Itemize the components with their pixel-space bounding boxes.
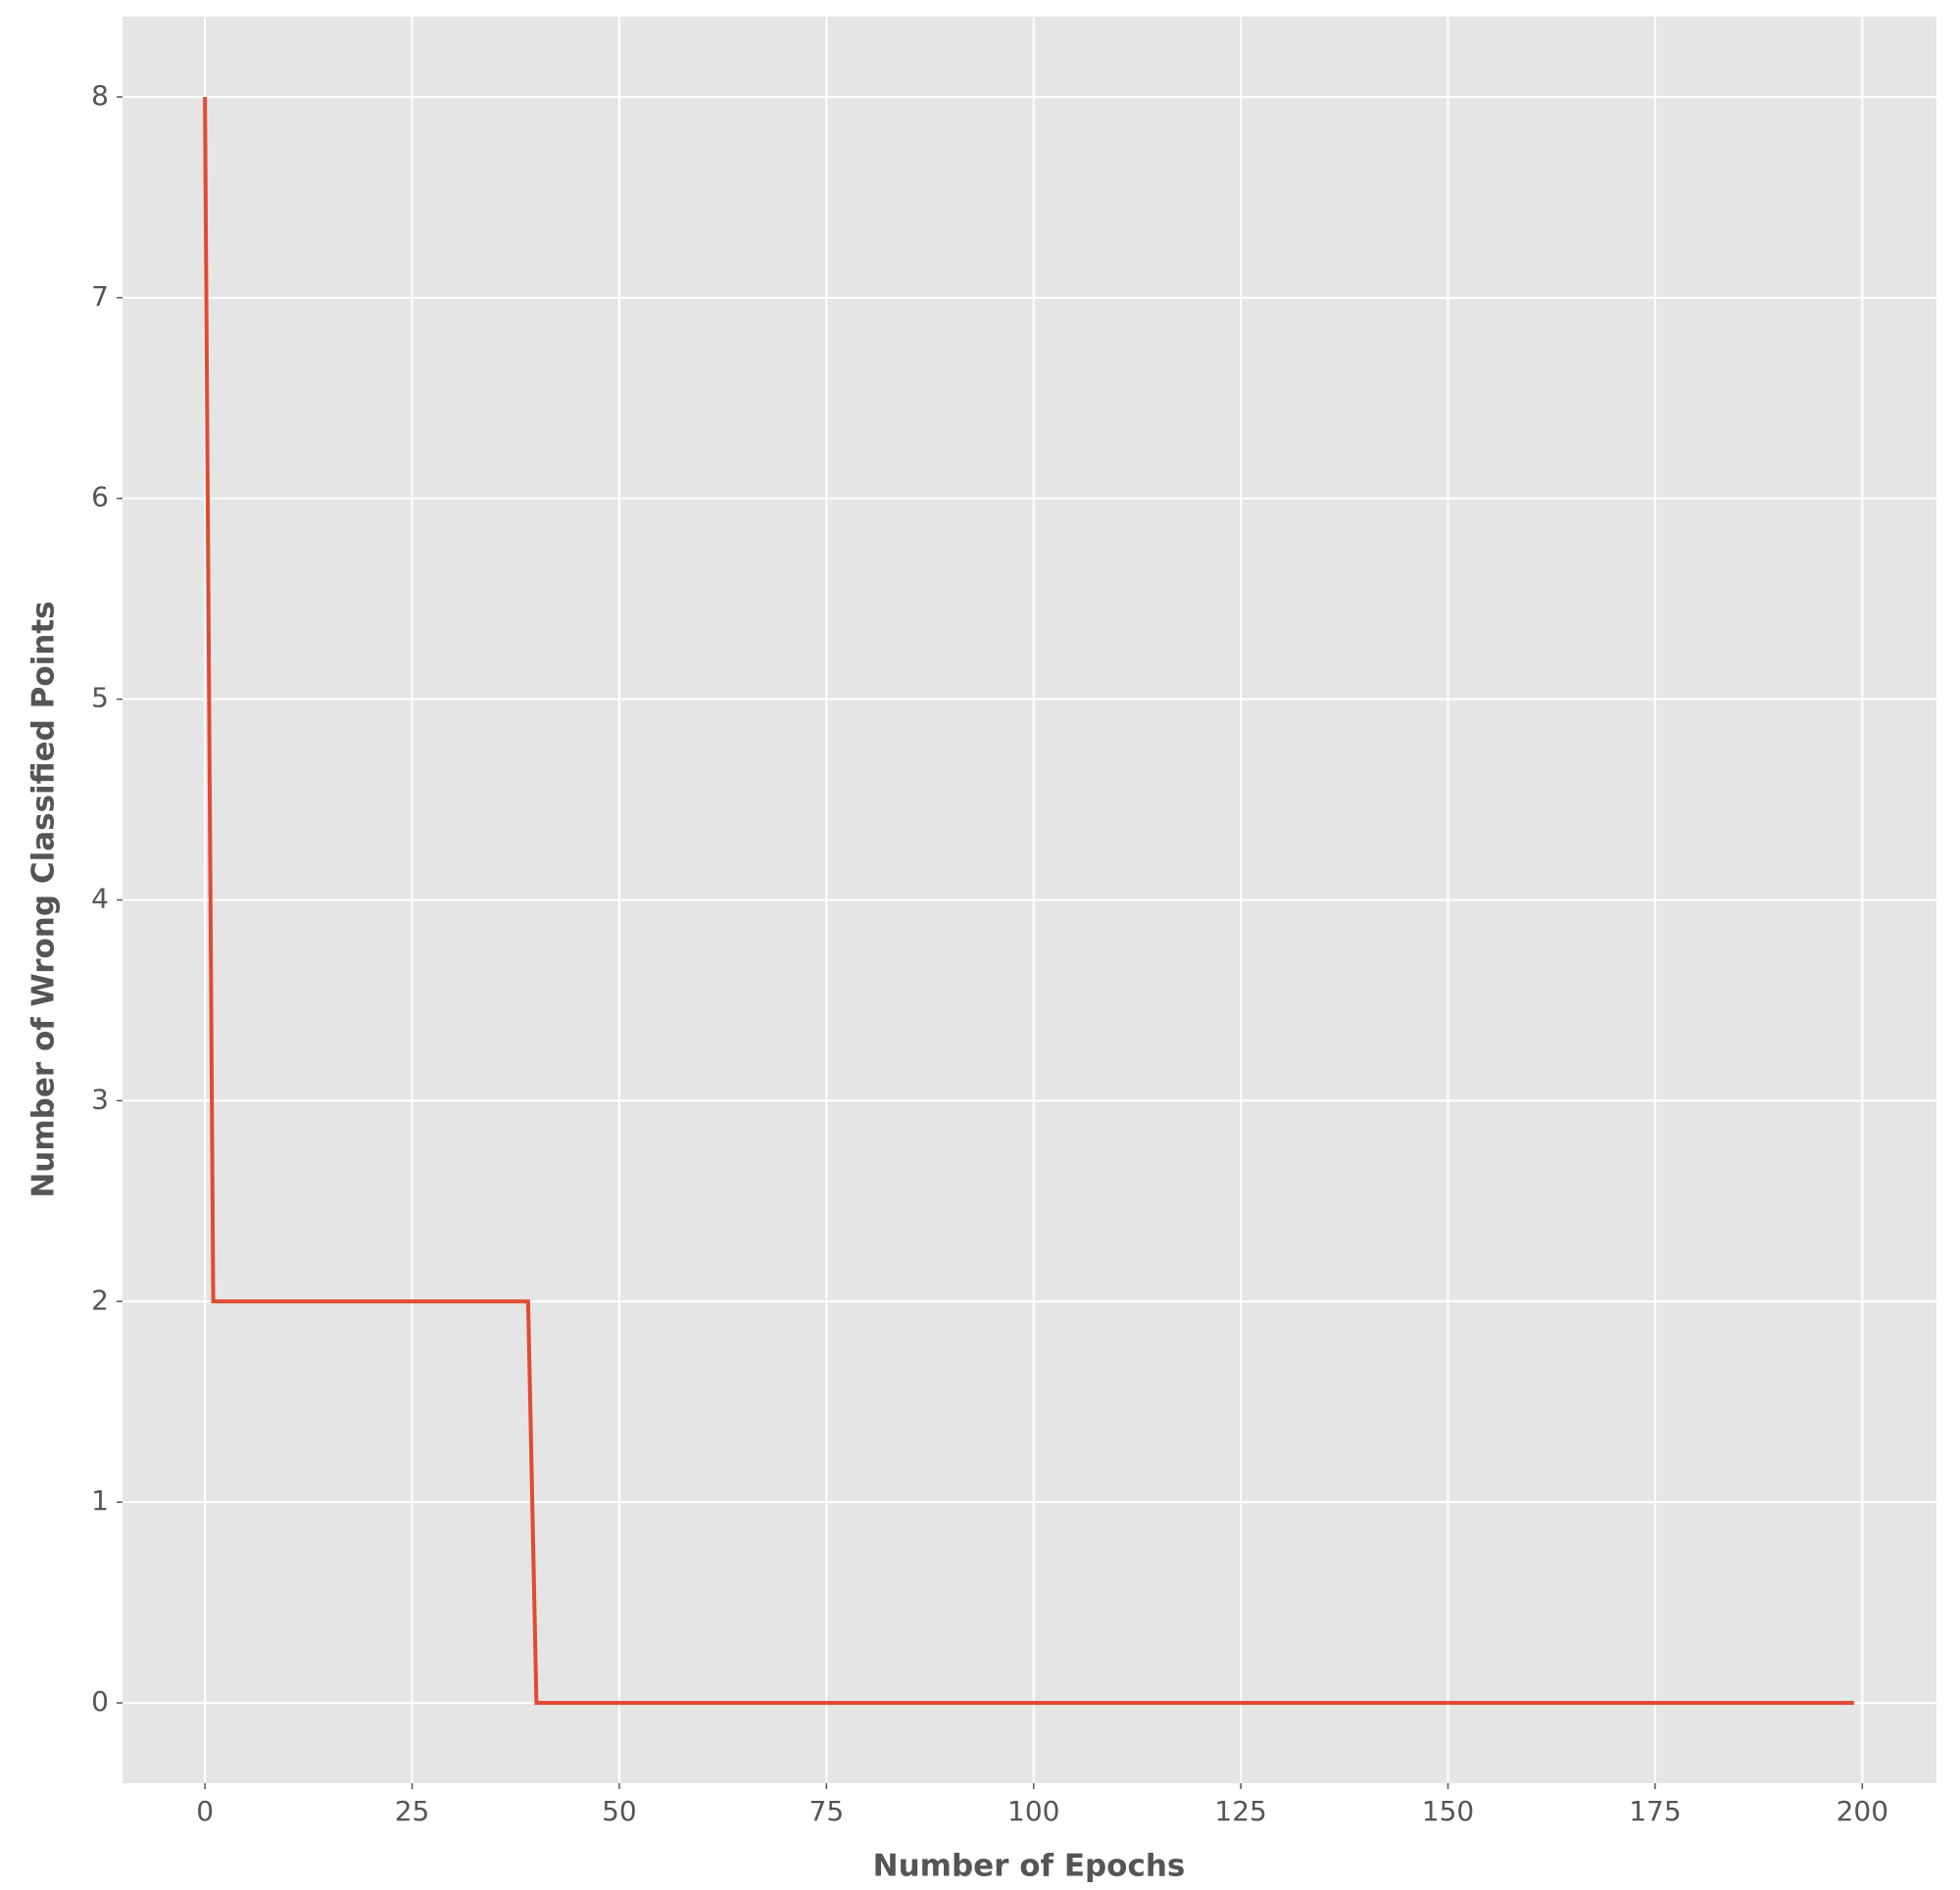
x-tick-label: 100 <box>1007 1795 1059 1827</box>
x-tick-label: 75 <box>809 1795 845 1827</box>
y-tick-label: 6 <box>91 481 109 513</box>
y-axis-label: Number of Wrong Classified Points <box>26 601 62 1197</box>
y-tick-label: 4 <box>91 883 109 915</box>
x-tick-label: 200 <box>1837 1795 1888 1827</box>
line <box>203 96 1854 1706</box>
x-tick-label: 0 <box>196 1795 214 1827</box>
y-tick-label: 3 <box>91 1083 109 1115</box>
y-tick-label: 1 <box>91 1484 109 1517</box>
x-tick-label: 25 <box>395 1795 430 1827</box>
y-tick-label: 7 <box>91 280 109 313</box>
y-tick-label: 2 <box>91 1284 109 1316</box>
x-tick-label: 125 <box>1214 1795 1266 1827</box>
x-axis-label: Number of Epochs <box>873 1849 1186 1884</box>
y-tick-label: 8 <box>91 79 109 112</box>
y-tick-label: 0 <box>91 1685 109 1718</box>
x-tick-label: 150 <box>1422 1795 1474 1827</box>
x-tick-label: 50 <box>602 1795 637 1827</box>
x-tick-label: 175 <box>1629 1795 1681 1827</box>
y-tick-label: 5 <box>91 682 109 714</box>
